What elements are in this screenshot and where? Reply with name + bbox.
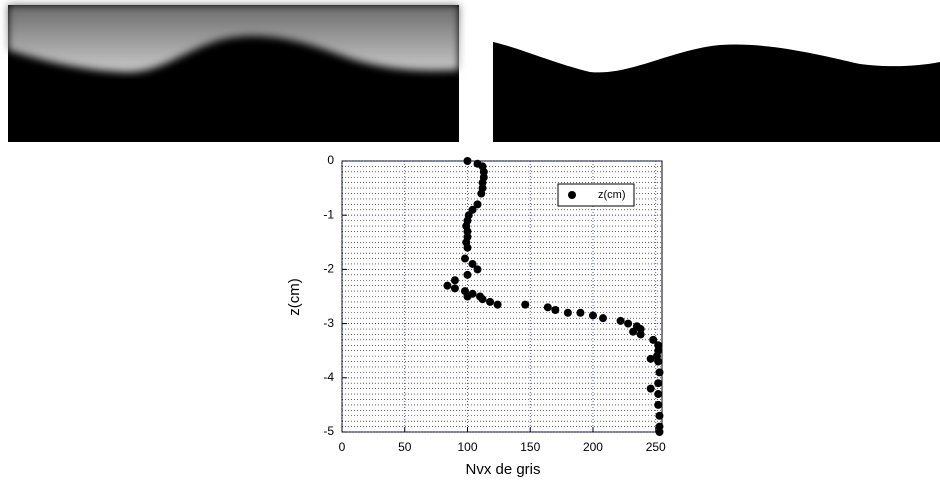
point [493,300,502,309]
point [468,259,477,268]
y-tick-label: 0 [327,153,334,167]
point [654,400,663,409]
marks [443,157,664,436]
point [616,316,625,325]
grid [341,160,662,433]
point [654,379,663,388]
point [477,189,486,198]
y-tick-label: -2 [323,262,334,276]
x-tick-label: 50 [398,440,412,454]
point [576,308,585,317]
point [478,295,487,304]
point [588,311,597,320]
point [655,411,664,420]
y-tick-label: -5 [323,424,334,438]
point [599,314,608,323]
point [450,284,459,293]
raw-image [8,5,459,142]
point [646,354,655,363]
y-tick-label: -1 [323,207,334,221]
point [463,243,472,252]
point [450,276,459,285]
point [646,384,655,393]
y-axis-title: z(cm) [286,278,303,316]
x-tick-label: 200 [583,440,603,454]
x-tick-label: 100 [457,440,477,454]
point [551,306,560,315]
point [654,357,663,366]
point [629,327,638,336]
point [473,200,482,209]
legend-label: z(cm) [598,189,626,201]
point [543,303,552,312]
point [463,157,472,165]
point [654,390,663,399]
point [655,428,664,436]
point [460,254,469,263]
y-tick-label: -4 [323,370,334,384]
point [463,270,472,279]
point [649,335,658,344]
x-tick-label: 250 [646,440,666,454]
point [636,330,645,339]
point [655,368,664,377]
point [473,265,482,274]
point [443,281,452,290]
binary-image [493,42,940,142]
x-axis-title: Nvx de gris [465,461,540,478]
x-tick-label: 0 [339,440,346,454]
point [463,292,472,301]
point [521,300,530,309]
point [486,297,495,306]
y-tick-label: -3 [323,316,334,330]
legend-marker [568,191,576,199]
legend-box [557,183,635,207]
x-tick-label: 150 [520,440,540,454]
point [563,308,572,317]
point [624,319,633,328]
